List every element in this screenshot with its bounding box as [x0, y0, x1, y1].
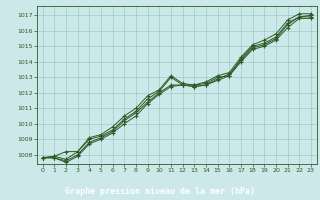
Text: Graphe pression niveau de la mer (hPa): Graphe pression niveau de la mer (hPa): [65, 186, 255, 196]
